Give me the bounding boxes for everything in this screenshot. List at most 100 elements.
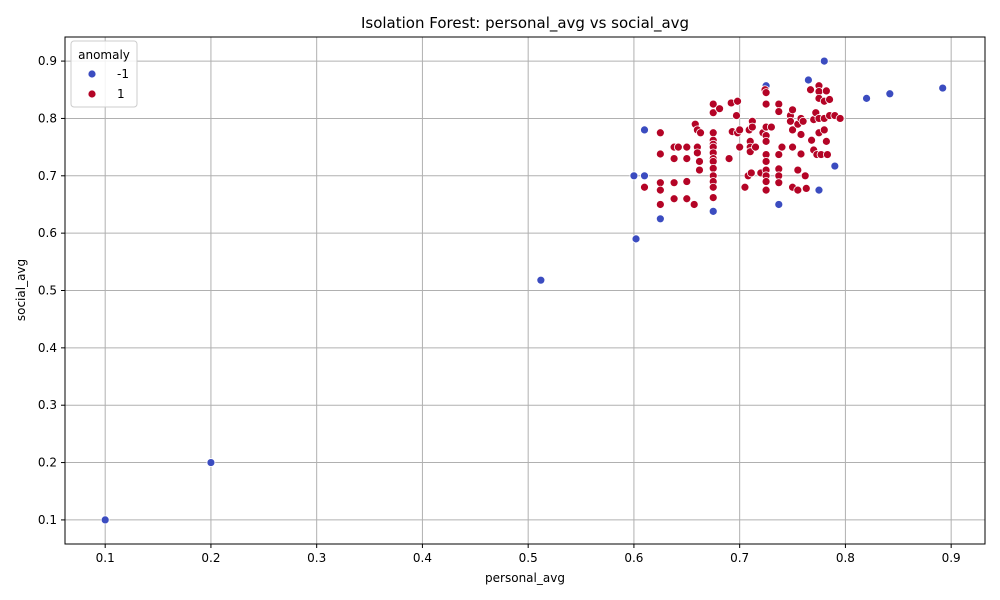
normal-point	[747, 122, 757, 132]
normal-point	[735, 142, 745, 152]
anomaly-point	[629, 171, 639, 181]
normal-point	[774, 150, 784, 159]
normal-point	[708, 128, 718, 138]
anomaly-point	[938, 83, 948, 93]
y-tick-label: 0.4	[38, 341, 57, 355]
normal-point	[732, 111, 741, 120]
normal-point	[801, 184, 811, 193]
normal-point	[788, 142, 797, 152]
axis-ticks: 0.1 0.2 0.3 0.4 0.5 0.6 0.7 0.8 0.9 0.1 0.2 0.3 0.4 0…	[38, 54, 961, 565]
anomaly-point	[862, 93, 871, 103]
normal-point	[777, 142, 787, 152]
normal-point	[751, 142, 760, 152]
normal-point	[761, 177, 771, 186]
normal-point	[695, 165, 704, 175]
legend-label-anomaly: -1	[117, 67, 129, 81]
normal-point	[821, 86, 831, 96]
normal-point	[798, 116, 808, 126]
normal-point	[746, 168, 756, 178]
normal-point	[796, 130, 806, 139]
normal-point	[669, 194, 679, 204]
normal-point	[695, 157, 704, 166]
normal-point	[669, 178, 679, 188]
normal-point	[733, 96, 742, 106]
normal-point	[774, 107, 784, 116]
normal-point	[682, 194, 692, 204]
anomaly-point	[640, 171, 649, 181]
normal-point	[689, 200, 699, 209]
legend-marker-normal	[87, 89, 97, 99]
normal-point	[786, 116, 795, 126]
legend: anomaly -1 1	[70, 40, 138, 108]
y-tick-label: 0.1	[38, 513, 57, 527]
normal-point	[715, 104, 724, 114]
normal-point	[673, 142, 683, 152]
anomaly-point	[640, 125, 649, 135]
x-tick-label: 0.1	[96, 551, 115, 565]
legend-title: anomaly	[78, 48, 130, 62]
normal-point	[774, 178, 784, 188]
y-tick-label: 0.5	[38, 284, 57, 298]
y-axis-label: social_avg	[14, 259, 28, 321]
normal-point	[825, 95, 834, 104]
normal-point	[819, 125, 829, 135]
legend-marker-anomaly	[87, 69, 97, 79]
x-tick-label: 0.3	[307, 551, 326, 565]
normal-point	[682, 142, 692, 152]
normal-point	[793, 185, 803, 195]
x-tick-label: 0.9	[942, 551, 961, 565]
normal-point	[724, 154, 734, 163]
normal-point	[788, 125, 797, 135]
normal-point	[708, 182, 718, 192]
x-tick-label: 0.7	[730, 551, 749, 565]
normal-point	[761, 88, 771, 98]
normal-point	[823, 150, 832, 159]
anomaly-point	[885, 89, 895, 99]
y-tick-label: 0.6	[38, 226, 57, 240]
normal-point	[708, 108, 718, 118]
anomaly-point	[100, 515, 110, 525]
anomaly-point	[830, 161, 840, 171]
normal-point	[655, 185, 665, 195]
normal-point	[655, 128, 665, 138]
normal-point	[655, 178, 665, 188]
normal-point	[655, 149, 665, 159]
anomaly-point	[774, 200, 784, 209]
normal-point	[807, 135, 816, 145]
normal-point	[682, 177, 692, 186]
normal-point	[766, 122, 776, 132]
anomaly-point	[536, 275, 546, 285]
normal-point	[640, 182, 649, 192]
anomaly-point	[206, 458, 216, 467]
x-tick-label: 0.2	[201, 551, 220, 565]
legend-label-normal: 1	[117, 87, 125, 101]
y-tick-label: 0.2	[38, 456, 57, 470]
data-points	[100, 56, 948, 525]
normal-point	[761, 185, 771, 195]
normal-point	[669, 154, 679, 163]
normal-point	[774, 99, 784, 109]
x-tick-label: 0.4	[413, 551, 432, 565]
anomaly-point	[708, 206, 718, 216]
normal-point	[708, 163, 718, 173]
normal-point	[761, 99, 771, 109]
y-tick-label: 0.9	[38, 54, 57, 68]
normal-point	[761, 136, 771, 146]
normal-point	[800, 171, 810, 181]
normal-point	[740, 182, 750, 192]
normal-point	[708, 99, 718, 109]
anomaly-point	[814, 185, 824, 195]
normal-point	[793, 165, 803, 175]
y-tick-label: 0.7	[38, 169, 57, 183]
anomaly-point	[819, 56, 829, 66]
normal-point	[735, 125, 745, 135]
x-tick-label: 0.6	[624, 551, 643, 565]
y-tick-label: 0.8	[38, 111, 57, 125]
legend-box	[70, 40, 138, 108]
normal-point	[821, 136, 831, 146]
anomaly-point	[655, 214, 665, 224]
normal-point	[761, 157, 771, 166]
normal-point	[835, 114, 845, 123]
y-tick-label: 0.3	[38, 398, 57, 412]
